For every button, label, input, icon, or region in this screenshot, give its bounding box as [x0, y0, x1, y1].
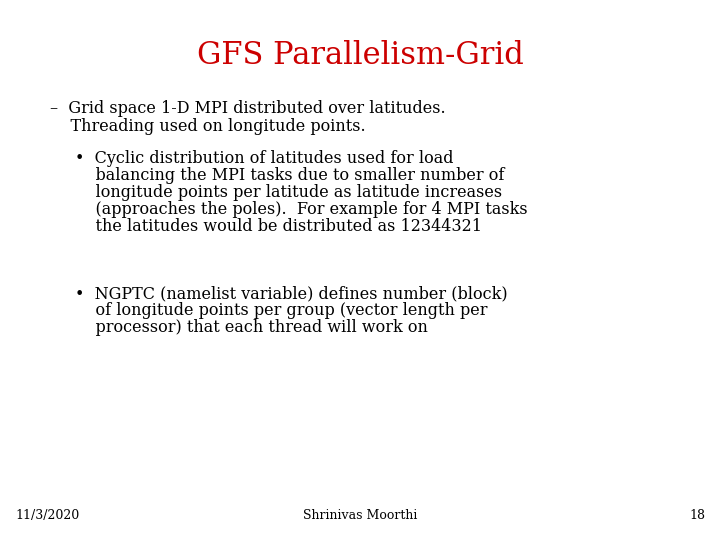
Text: balancing the MPI tasks due to smaller number of: balancing the MPI tasks due to smaller n… — [75, 167, 505, 184]
Text: Threading used on longitude points.: Threading used on longitude points. — [50, 118, 366, 135]
Text: 18: 18 — [689, 509, 705, 522]
Text: the latitudes would be distributed as 12344321: the latitudes would be distributed as 12… — [75, 218, 482, 235]
Text: of longitude points per group (vector length per: of longitude points per group (vector le… — [75, 302, 487, 319]
Text: (approaches the poles).  For example for 4 MPI tasks: (approaches the poles). For example for … — [75, 201, 528, 218]
Text: –  Grid space 1-D MPI distributed over latitudes.: – Grid space 1-D MPI distributed over la… — [50, 100, 446, 117]
Text: 11/3/2020: 11/3/2020 — [15, 509, 79, 522]
Text: Shrinivas Moorthi: Shrinivas Moorthi — [303, 509, 417, 522]
Text: longitude points per latitude as latitude increases: longitude points per latitude as latitud… — [75, 184, 502, 201]
Text: GFS Parallelism-Grid: GFS Parallelism-Grid — [197, 40, 523, 71]
Text: •  NGPTC (namelist variable) defines number (block): • NGPTC (namelist variable) defines numb… — [75, 285, 508, 302]
Text: •  Cyclic distribution of latitudes used for load: • Cyclic distribution of latitudes used … — [75, 150, 454, 167]
Text: processor) that each thread will work on: processor) that each thread will work on — [75, 319, 428, 336]
